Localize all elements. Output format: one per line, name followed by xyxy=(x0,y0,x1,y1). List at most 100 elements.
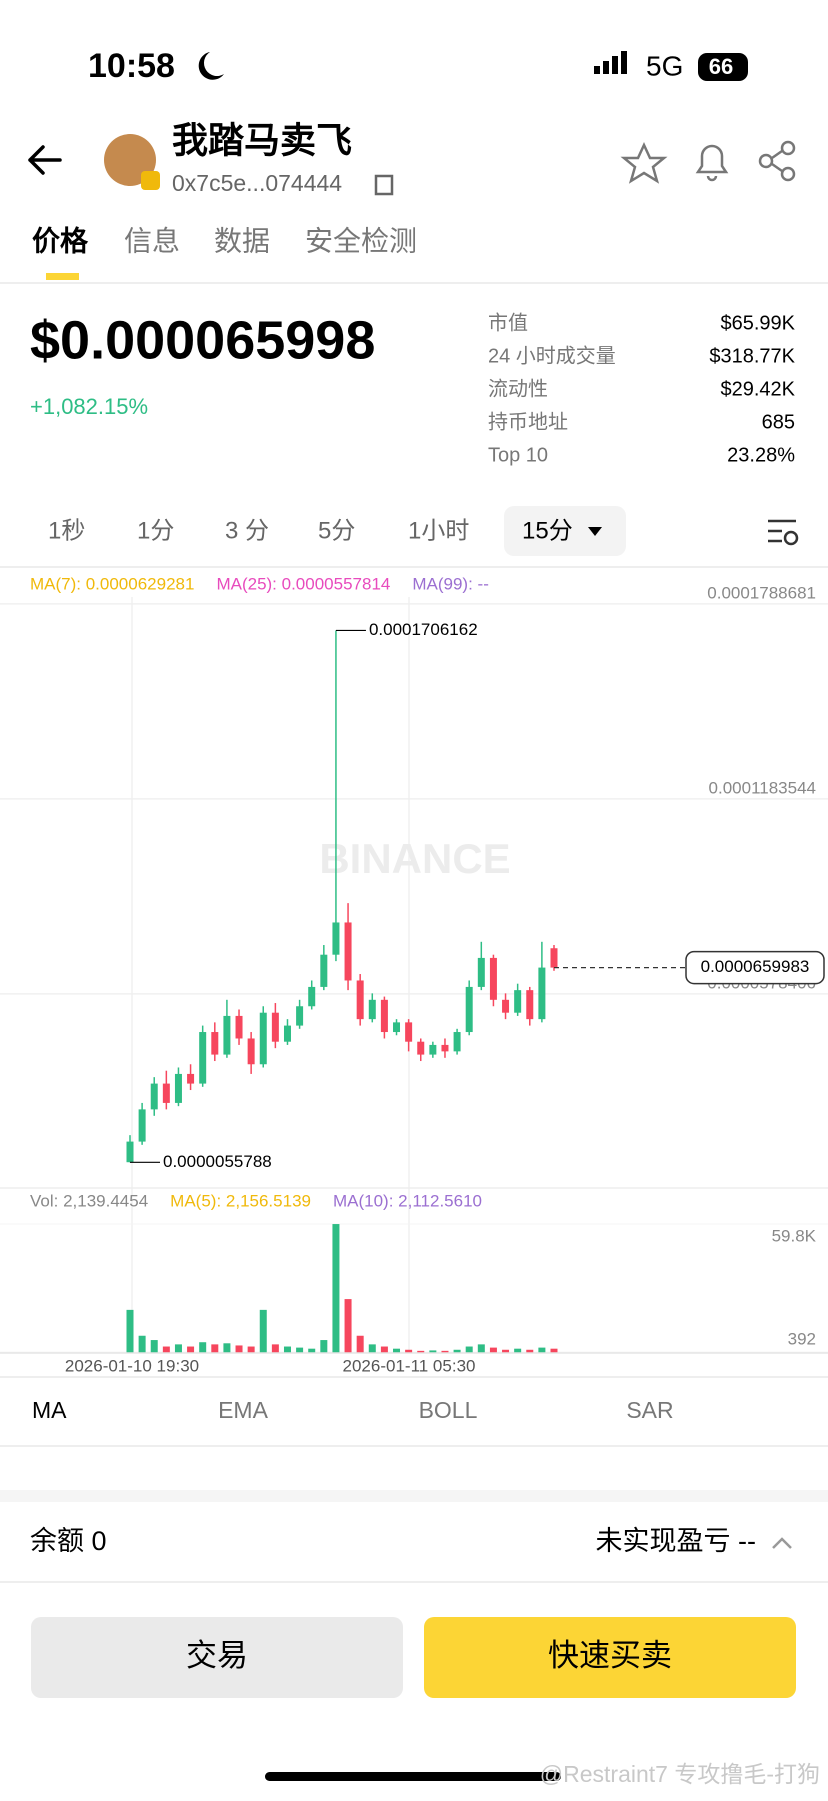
candle-body xyxy=(174,1073,182,1103)
volume-bar xyxy=(235,1345,243,1353)
candle-body xyxy=(429,1044,437,1055)
ma-legend: MA(25): 0.0000557814 xyxy=(216,574,390,593)
candle-body xyxy=(320,954,328,987)
stat-value: $318.77K xyxy=(709,345,795,367)
unrealized-pnl: 未实现盈亏 -- xyxy=(596,1526,756,1556)
candle-body xyxy=(235,1015,243,1039)
indicator-tab[interactable]: SAR xyxy=(626,1397,673,1423)
candle-body xyxy=(465,986,473,1033)
trade-button[interactable] xyxy=(31,1617,403,1698)
y-tick-label: 0.0001788681 xyxy=(707,583,816,602)
candle-body xyxy=(368,999,376,1020)
candle-body xyxy=(538,967,546,1020)
last-price-box xyxy=(685,950,825,985)
alert-button[interactable] xyxy=(695,144,729,182)
chart-settings-button[interactable] xyxy=(768,519,799,546)
interval-tab[interactable]: 1分 xyxy=(137,517,174,544)
volume-bar xyxy=(320,1340,328,1353)
candle-body xyxy=(296,1006,304,1026)
candle-body xyxy=(502,999,510,1013)
ma-legend: MA(7): 0.0000629281 xyxy=(30,574,194,593)
interval-tab[interactable]: 15分 xyxy=(522,517,573,544)
interval-tab[interactable]: 1小时 xyxy=(408,517,469,544)
stat-value: $29.42K xyxy=(720,378,795,400)
moon-icon xyxy=(198,52,224,80)
status-time: 10:58 xyxy=(88,47,175,85)
indicator-tab[interactable]: BOLL xyxy=(419,1397,478,1423)
volume-bar xyxy=(465,1346,473,1353)
stat-label: 流动性 xyxy=(488,377,548,400)
candle-body xyxy=(199,1032,207,1084)
candle-body xyxy=(441,1044,449,1052)
volume-bar xyxy=(356,1335,364,1353)
last-price-label: 0.0000659983 xyxy=(701,957,810,976)
volume-bar xyxy=(417,1350,425,1353)
candle-body xyxy=(417,1041,425,1055)
tab[interactable]: 数据 xyxy=(214,225,270,256)
interval-tab[interactable]: 3 分 xyxy=(225,517,269,544)
volume-bar xyxy=(441,1350,449,1353)
status-network: 5G xyxy=(646,50,683,81)
quick-trade-button-label[interactable]: 快速买卖 xyxy=(548,1638,672,1673)
volume-bar xyxy=(150,1340,158,1353)
candle-body xyxy=(405,1022,413,1042)
favorite-button[interactable] xyxy=(620,142,668,184)
candle-body xyxy=(332,922,340,955)
volume-bar xyxy=(344,1299,352,1353)
candle-body xyxy=(477,957,485,987)
trade-button-label[interactable]: 交易 xyxy=(186,1638,248,1673)
volume-bar xyxy=(477,1344,485,1353)
candle-body xyxy=(283,1025,291,1042)
volume-bar xyxy=(489,1347,497,1353)
tab[interactable]: 信息 xyxy=(124,225,180,256)
volume-bar xyxy=(514,1348,522,1353)
volume-bar xyxy=(405,1349,413,1353)
stat-label: Top 10 xyxy=(488,444,548,466)
candle-body xyxy=(162,1083,170,1103)
volume-legend: MA(10): 2,112.5610 xyxy=(333,1191,482,1210)
expand-button[interactable] xyxy=(772,1537,792,1549)
indicator-tab[interactable]: MA xyxy=(32,1397,67,1423)
volume-bar xyxy=(538,1347,546,1353)
volume-bar xyxy=(393,1348,401,1353)
candle-body xyxy=(187,1073,195,1084)
stat-label: 市值 xyxy=(488,311,528,334)
battery-icon xyxy=(698,53,748,81)
volume-bar xyxy=(271,1344,279,1353)
tab[interactable]: 价格 xyxy=(32,225,89,256)
candle-body xyxy=(526,990,534,1020)
x-tick-label: 2026-01-11 05:30 xyxy=(343,1356,476,1375)
status-battery: 66 xyxy=(709,54,733,79)
y-tick-label: 0.0001183544 xyxy=(709,778,816,797)
candle-body xyxy=(380,999,388,1033)
tab[interactable]: 安全检测 xyxy=(305,225,417,256)
candle-body xyxy=(550,948,558,968)
candle-body xyxy=(150,1083,158,1110)
token-address: 0x7c5e...074444 xyxy=(172,170,342,196)
volume-bar xyxy=(126,1309,134,1353)
price-change: +1,082.15% xyxy=(30,394,148,419)
interval-tab[interactable]: 1秒 xyxy=(48,517,85,544)
volume-bar xyxy=(211,1344,219,1353)
volume-bar xyxy=(259,1309,267,1353)
stat-label: 持币地址 xyxy=(488,410,568,433)
volume-bar xyxy=(174,1344,182,1353)
candle-body xyxy=(247,1038,255,1065)
copy-button[interactable] xyxy=(374,174,394,196)
candle-body xyxy=(211,1032,219,1055)
share-button[interactable] xyxy=(758,140,796,182)
volume-bar xyxy=(199,1342,207,1353)
volume-bar xyxy=(550,1348,558,1353)
candle-body xyxy=(308,986,316,1007)
interval-tab[interactable]: 5分 xyxy=(318,517,355,544)
watermark: @Restraint7 专攻撸毛-打狗 xyxy=(540,1761,820,1787)
home-indicator xyxy=(265,1772,561,1781)
volume-bar xyxy=(162,1346,170,1353)
back-button[interactable] xyxy=(28,145,62,175)
candle-body xyxy=(356,980,364,1020)
x-tick-label: 2026-01-10 19:30 xyxy=(65,1356,199,1375)
quick-trade-button[interactable] xyxy=(424,1617,796,1698)
indicator-tab[interactable]: EMA xyxy=(218,1397,269,1423)
volume-legend: Vol: 2,139.4454 xyxy=(30,1191,148,1210)
